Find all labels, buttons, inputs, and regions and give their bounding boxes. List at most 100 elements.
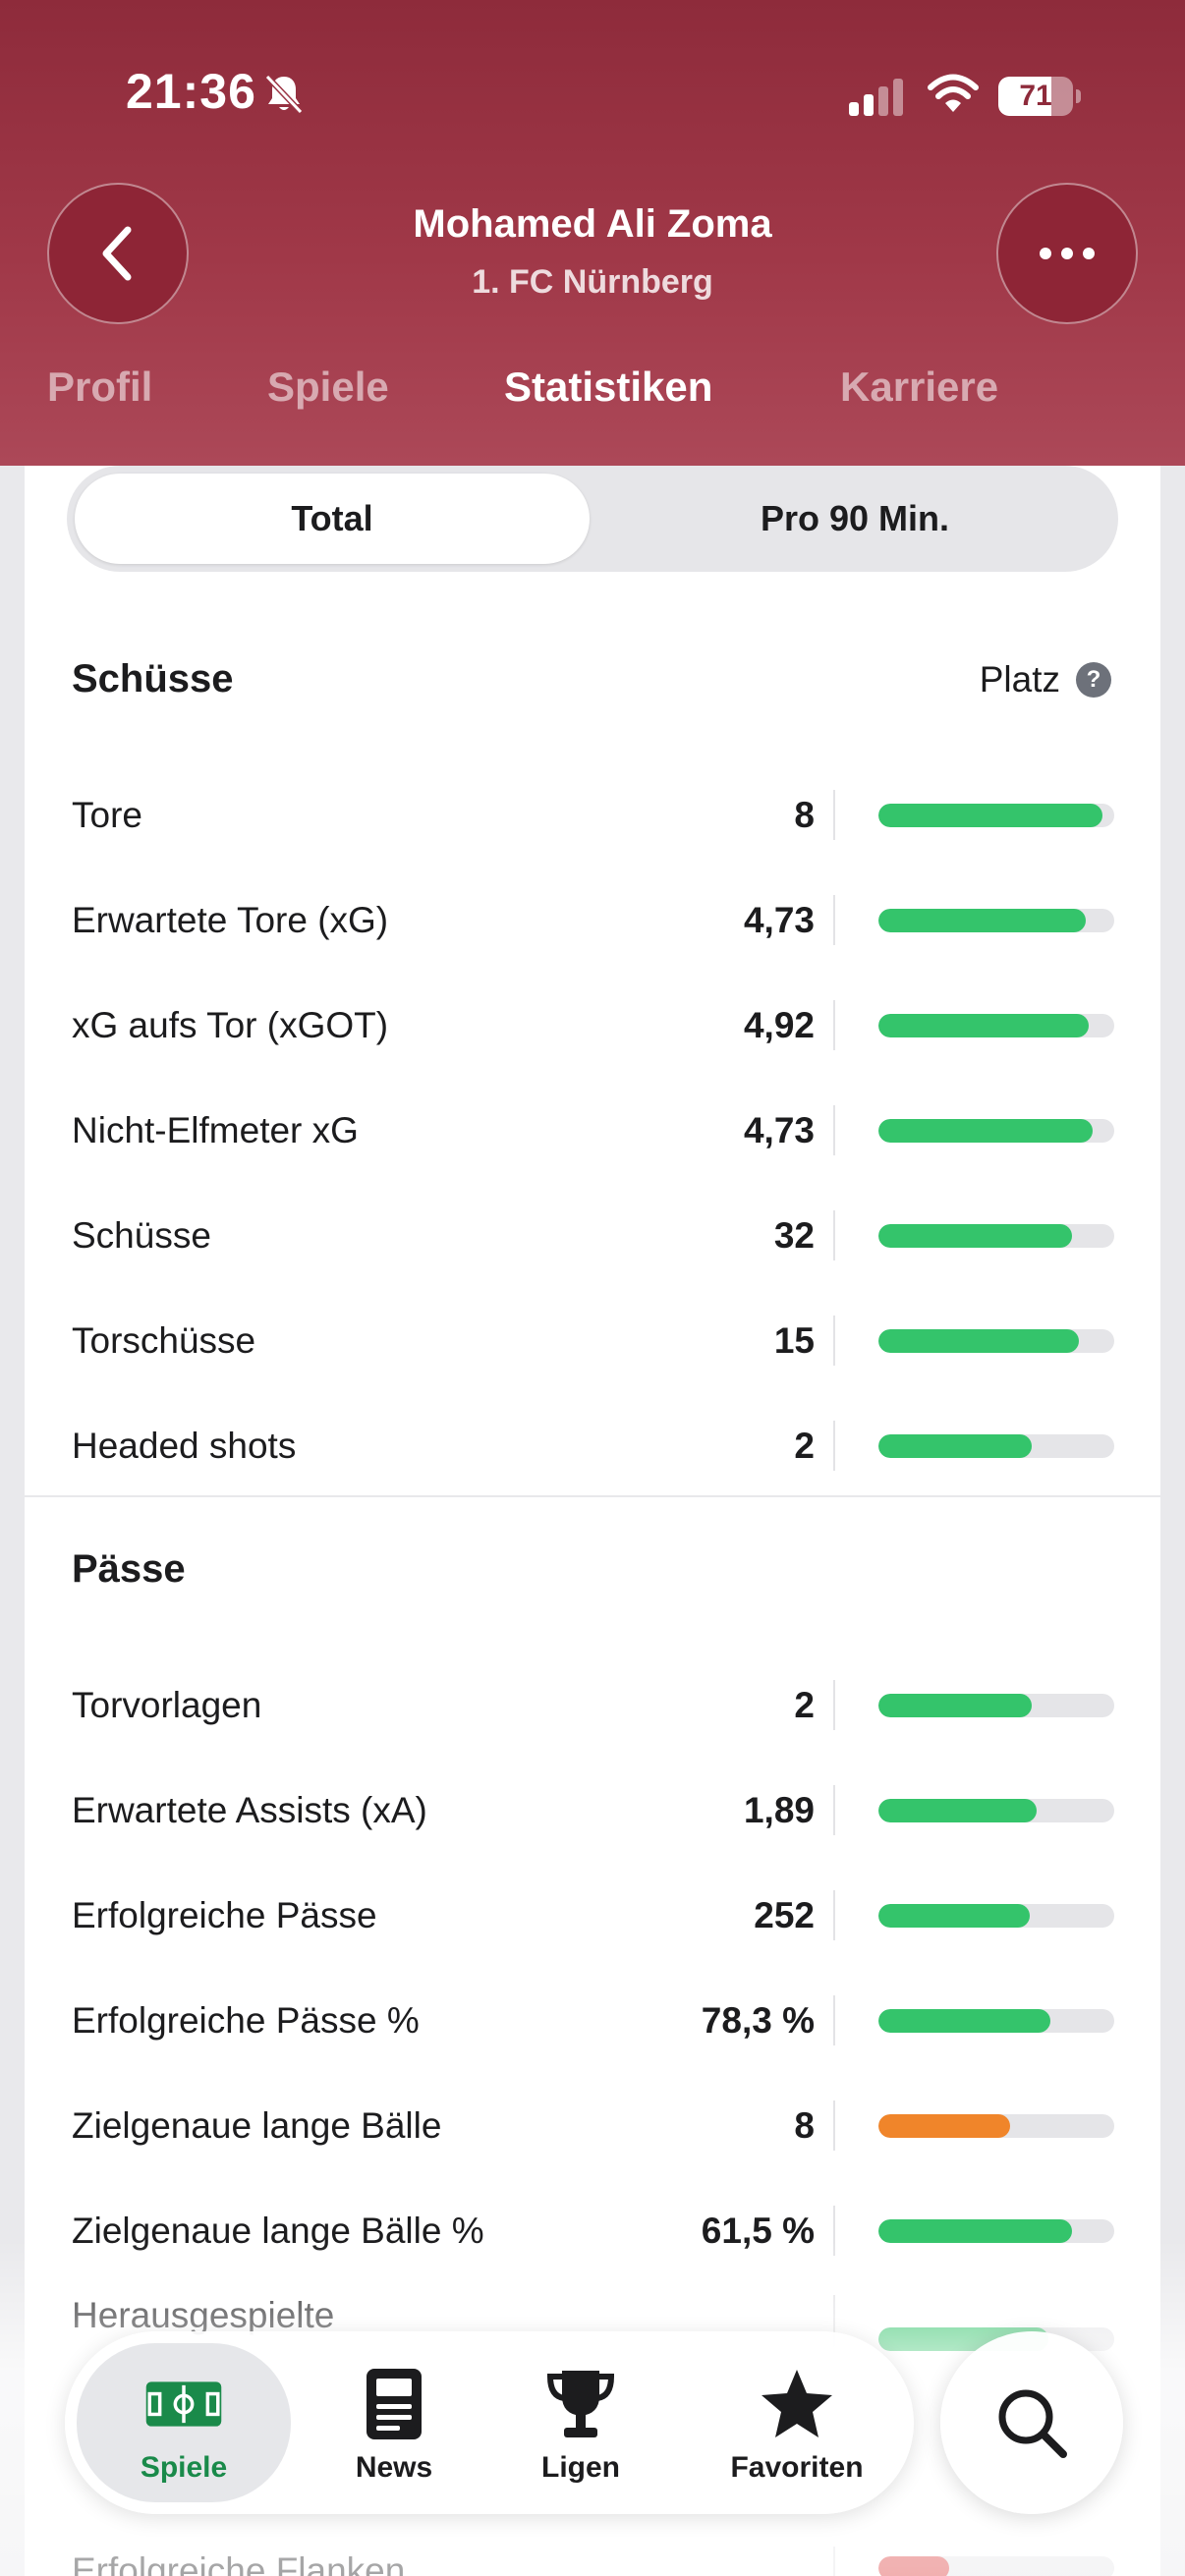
stat-value: 252 bbox=[754, 1895, 815, 1935]
stat-divider bbox=[833, 790, 835, 840]
stat-row[interactable]: Schüsse 32 bbox=[25, 1183, 1160, 1288]
stat-value: 4,73 bbox=[743, 900, 815, 940]
more-options-button[interactable] bbox=[996, 183, 1138, 324]
stat-divider bbox=[833, 895, 835, 945]
nav-favoriten[interactable]: Favoriten bbox=[694, 2331, 900, 2514]
stat-value: 8 bbox=[794, 795, 815, 835]
rank-bar bbox=[878, 2114, 1114, 2138]
nav-news[interactable]: News bbox=[310, 2331, 478, 2514]
rank-label: Platz bbox=[979, 659, 1060, 700]
stat-row[interactable]: Erfolgreiche Pässe % 78,3 % bbox=[25, 1968, 1160, 2073]
stat-value: 4,73 bbox=[743, 1110, 815, 1150]
rank-bar bbox=[878, 1694, 1114, 1717]
stat-value: 4,92 bbox=[743, 1005, 815, 1045]
stat-value: 61,5 % bbox=[701, 2211, 815, 2251]
tab-karriere[interactable]: Karriere bbox=[840, 364, 999, 410]
stat-row[interactable]: Erwartete Assists (xA) 1,89 bbox=[25, 1758, 1160, 1863]
stat-divider bbox=[833, 1785, 835, 1835]
bottom-navigation: Spiele News Ligen bbox=[65, 2331, 914, 2514]
help-icon[interactable]: ? bbox=[1076, 662, 1111, 698]
stat-label: Headed shots bbox=[72, 1426, 297, 1466]
stat-label: Torschüsse bbox=[72, 1320, 256, 1361]
stat-divider bbox=[833, 1890, 835, 1940]
rank-bar bbox=[878, 1119, 1114, 1143]
tab-statistiken[interactable]: Statistiken bbox=[504, 364, 713, 410]
stat-label: Torvorlagen bbox=[72, 1685, 262, 1725]
rank-bar-fill bbox=[878, 1014, 1089, 1037]
status-time: 21:36 bbox=[126, 64, 256, 119]
search-button[interactable] bbox=[940, 2331, 1123, 2514]
stat-row[interactable]: Zielgenaue lange Bälle 8 bbox=[25, 2073, 1160, 2178]
silent-bell-icon bbox=[264, 74, 304, 115]
nav-spiele[interactable]: Spiele bbox=[77, 2343, 291, 2502]
stat-row[interactable]: Nicht-Elfmeter xG 4,73 bbox=[25, 1078, 1160, 1183]
stat-value: 8 bbox=[794, 2105, 815, 2146]
stat-value: 2 bbox=[794, 1426, 815, 1466]
stat-divider bbox=[833, 1995, 835, 2045]
rank-bar-fill bbox=[878, 1224, 1072, 1248]
stat-row[interactable]: Torvorlagen 2 bbox=[25, 1652, 1160, 1758]
rank-bar bbox=[878, 1799, 1114, 1822]
nav-ligen[interactable]: Ligen bbox=[497, 2331, 664, 2514]
stat-row[interactable]: Erwartete Tore (xG) 4,73 bbox=[25, 868, 1160, 973]
rank-bar bbox=[878, 909, 1114, 932]
ellipsis-icon bbox=[1040, 248, 1095, 259]
rank-bar bbox=[878, 1224, 1114, 1248]
stat-row[interactable]: Headed shots 2 bbox=[25, 1393, 1160, 1498]
stat-divider bbox=[833, 1000, 835, 1050]
stat-label: Schüsse bbox=[72, 1215, 211, 1256]
stat-value: 2 bbox=[794, 1685, 815, 1725]
trophy-icon bbox=[541, 2365, 620, 2443]
tab-profil[interactable]: Profil bbox=[47, 364, 153, 410]
section-title-passes: Pässe bbox=[72, 1547, 186, 1591]
player-club[interactable]: 1. FC Nürnberg bbox=[472, 263, 713, 301]
stat-divider bbox=[833, 2100, 835, 2151]
tab-spiele[interactable]: Spiele bbox=[267, 364, 389, 410]
stat-value: 78,3 % bbox=[701, 2000, 815, 2041]
flanken-row-label: Erfolgreiche Flanken bbox=[72, 2550, 406, 2576]
nav-spiele-label: Spiele bbox=[140, 2451, 228, 2484]
rank-bar-fill bbox=[878, 1904, 1030, 1928]
rank-bar-fill bbox=[878, 804, 1102, 827]
rank-bar-fill bbox=[878, 2219, 1072, 2243]
rank-bar bbox=[878, 1434, 1114, 1458]
rank-bar-fill bbox=[878, 1119, 1094, 1143]
news-icon bbox=[355, 2365, 433, 2443]
stat-value: 32 bbox=[773, 1215, 815, 1256]
rank-bar bbox=[878, 1904, 1114, 1928]
stat-divider bbox=[833, 1316, 835, 1366]
signal-icon bbox=[849, 79, 903, 116]
stat-row[interactable]: Tore 8 bbox=[25, 762, 1160, 868]
rank-bar bbox=[878, 1329, 1114, 1353]
stat-label: Zielgenaue lange Bälle % bbox=[72, 2211, 484, 2251]
stat-row[interactable]: xG aufs Tor (xGOT) 4,92 bbox=[25, 973, 1160, 1078]
stat-row[interactable]: Zielgenaue lange Bälle % 61,5 % bbox=[25, 2178, 1160, 2283]
player-name: Mohamed Ali Zoma bbox=[413, 202, 772, 246]
stat-label: Nicht-Elfmeter xG bbox=[72, 1110, 359, 1150]
stats-card: Total Pro 90 Min. Schüsse Platz ? Tore 8 E… bbox=[25, 466, 1160, 2576]
nav-news-label: News bbox=[355, 2451, 433, 2484]
stat-label: Erwartete Assists (xA) bbox=[72, 1790, 427, 1830]
rank-bar bbox=[878, 1014, 1114, 1037]
stat-divider bbox=[833, 1680, 835, 1730]
player-header: 21:36 71 Mohamed bbox=[0, 0, 1185, 466]
stat-value: 15 bbox=[773, 1320, 815, 1361]
battery-level: 71 bbox=[1019, 80, 1052, 112]
rank-bar-fill bbox=[878, 1694, 1032, 1717]
stat-row[interactable]: Torschüsse 15 bbox=[25, 1288, 1160, 1393]
stat-divider bbox=[833, 1210, 835, 1260]
rank-bar bbox=[878, 2219, 1114, 2243]
stat-divider bbox=[833, 1105, 835, 1155]
back-button[interactable] bbox=[47, 183, 189, 324]
nav-favoriten-label: Favoriten bbox=[730, 2451, 864, 2484]
partial-row-label: Herausgespielte bbox=[72, 2295, 335, 2335]
stat-label: Erwartete Tore (xG) bbox=[72, 900, 389, 940]
stat-row[interactable]: Erfolgreiche Pässe 252 bbox=[25, 1863, 1160, 1968]
wifi-icon bbox=[928, 74, 979, 112]
stat-label: Erfolgreiche Pässe bbox=[72, 1895, 377, 1935]
nav-ligen-label: Ligen bbox=[541, 2451, 620, 2484]
search-icon bbox=[998, 2389, 1067, 2458]
rank-bar-fill bbox=[878, 1799, 1037, 1822]
toggle-per90[interactable]: Pro 90 Min. bbox=[760, 498, 950, 538]
toggle-total[interactable]: Total bbox=[75, 474, 590, 564]
